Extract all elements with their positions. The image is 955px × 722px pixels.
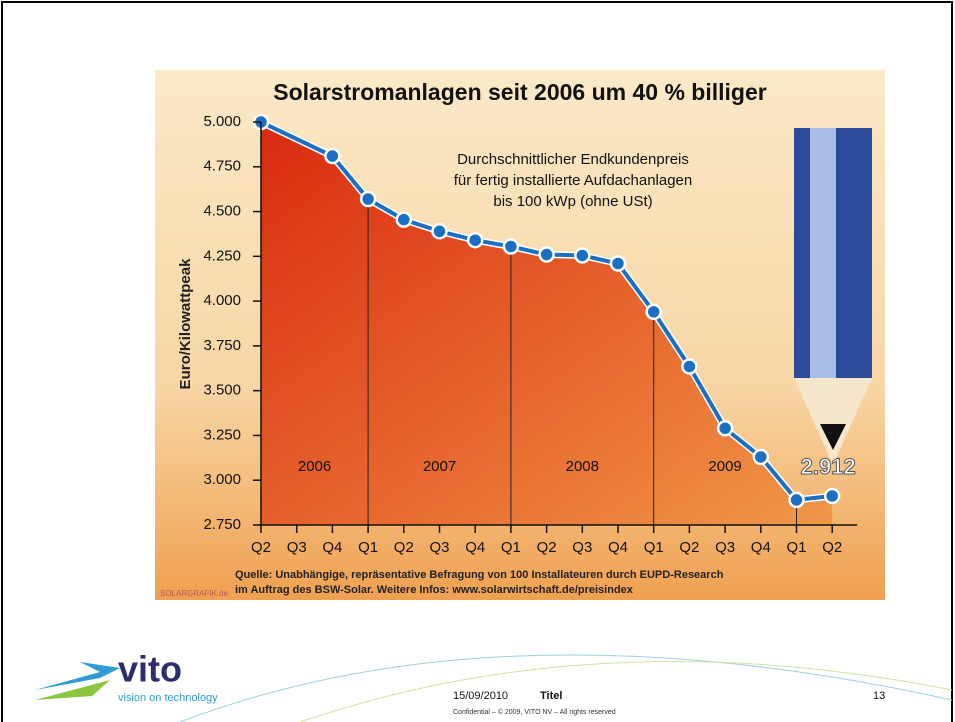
year-label: 2006	[298, 458, 331, 475]
chart-title: Solarstromanlagen seit 2006 um 40 % bill…	[273, 79, 766, 105]
y-tick-label: 2.750	[203, 516, 241, 533]
annotation: bis 100 kWp (ohne USt)	[493, 193, 652, 210]
x-tick-label: Q2	[537, 539, 557, 556]
x-tick-label: Q3	[287, 539, 307, 556]
y-tick-label: 4.500	[203, 203, 241, 220]
annotation: Durchschnittlicher Endkundenpreis	[457, 151, 689, 168]
marker	[645, 303, 662, 321]
marker	[752, 448, 770, 466]
pencil	[794, 128, 872, 465]
annotation: für fertig installierte Aufdachanlagen	[454, 172, 692, 189]
y-tick-label: 3.250	[203, 426, 241, 443]
x-tick-label: Q1	[786, 539, 806, 556]
y-axis-label: Euro/Kilowattpeak	[177, 258, 194, 390]
year-label: 2007	[423, 458, 456, 475]
marker	[681, 358, 698, 375]
x-tick-label: Q3	[429, 539, 449, 556]
year-label: 2008	[566, 458, 599, 475]
logo: vito	[118, 649, 182, 690]
x-tick-label: Q2	[394, 539, 414, 556]
source: Quelle: Unabhängige, repräsentative Befr…	[235, 569, 724, 581]
credit: SOLARGRAFIK.de	[160, 589, 229, 598]
logo-mark	[35, 680, 110, 700]
x-tick-label: Q4	[465, 539, 485, 556]
x-tick-label: Q1	[501, 539, 521, 556]
x-tick-label: Q2	[822, 539, 842, 556]
marker	[716, 420, 734, 437]
plot: Durchschnittlicher Endkundenpreis für fer…	[203, 113, 858, 596]
source: im Auftrag des BSW-Solar. Weitere Infos:…	[235, 584, 634, 596]
marker	[574, 247, 591, 264]
tagline: vision on technology	[118, 692, 218, 704]
value-label: 2.912	[801, 454, 856, 479]
marker	[431, 223, 448, 240]
x-tick-label: Q2	[251, 539, 271, 556]
marker	[395, 211, 413, 228]
marker	[538, 246, 555, 263]
confidential: Confidential – © 2009, VITO NV – All rig…	[453, 708, 616, 716]
slide-title: Titel	[540, 690, 562, 702]
y-tick-label: 5.000	[203, 113, 241, 130]
y-tick-label: 3.750	[203, 337, 241, 354]
x-tick-label: Q4	[322, 539, 342, 556]
marker	[466, 231, 484, 249]
logo-mark	[35, 662, 120, 690]
x-tick-label: Q3	[715, 539, 735, 556]
y-tick-label: 4.750	[203, 158, 241, 175]
y-tick-label: 3.500	[203, 382, 241, 399]
x-tick-label: Q3	[572, 539, 592, 556]
marker	[359, 190, 377, 208]
year-label: 2009	[708, 458, 741, 475]
marker	[502, 238, 520, 255]
x-tick-label: Q4	[608, 539, 628, 556]
swoosh	[299, 661, 953, 722]
y-tick-label: 3.000	[203, 471, 241, 488]
marker	[788, 491, 805, 509]
x-tick-label: Q2	[679, 539, 699, 556]
page-number: 13	[873, 690, 885, 702]
y-tick-label: 4.250	[203, 247, 241, 264]
x-tick-label: Q1	[644, 539, 664, 556]
swoosh	[179, 654, 953, 722]
y-tick-label: 4.000	[203, 292, 241, 309]
marker	[324, 147, 341, 165]
marker	[823, 487, 841, 505]
marker	[609, 255, 627, 272]
x-tick-label: Q1	[358, 539, 378, 556]
x-tick-label: Q4	[751, 539, 771, 556]
date: 15/09/2010	[453, 690, 508, 702]
line	[260, 120, 833, 503]
